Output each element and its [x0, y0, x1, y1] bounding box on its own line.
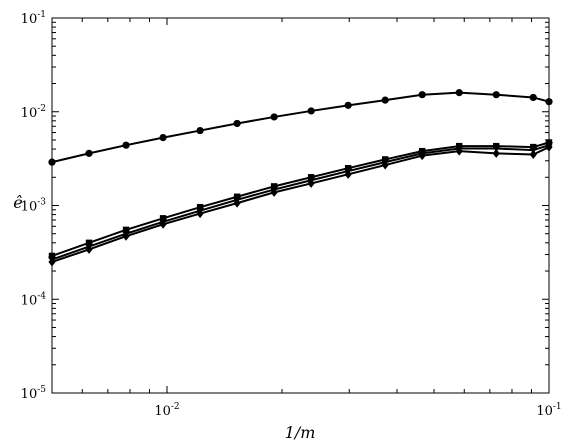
y-tick-label: 10-1 — [21, 10, 46, 27]
y-tick-label: 10-4 — [21, 291, 47, 308]
data-point-circle — [233, 119, 241, 128]
data-point-circle — [48, 158, 56, 166]
data-point-circle — [455, 89, 463, 97]
series-line — [51, 144, 550, 261]
data-point-diamond — [233, 198, 241, 208]
data-point-square — [48, 252, 56, 260]
y-tick-label: 10-5 — [21, 385, 47, 402]
series-layer — [48, 89, 553, 267]
x-axis-label: 1/m — [285, 423, 316, 442]
data-point-diamond — [492, 148, 500, 158]
data-point-square — [159, 215, 167, 222]
plot-area-frame — [51, 17, 550, 394]
data-point-circle — [381, 96, 389, 104]
data-point-circle — [85, 149, 93, 157]
data-point-diamond — [455, 146, 463, 156]
data-point-circle — [418, 91, 426, 99]
series-square — [48, 139, 553, 260]
data-point-diamond — [196, 209, 204, 219]
data-point-diamond — [85, 244, 93, 254]
data-point-diamond — [48, 257, 56, 267]
data-point-diamond — [344, 169, 352, 179]
y-axis-label: ê — [13, 193, 22, 212]
series-circle — [48, 89, 553, 166]
data-point-circle — [492, 91, 500, 99]
data-point-square — [270, 183, 278, 190]
data-point-diamond — [529, 149, 537, 159]
data-point-diamond — [545, 142, 553, 152]
series-triangle-down — [48, 142, 553, 264]
data-point-circle — [159, 133, 167, 142]
data-point-square — [233, 193, 241, 200]
data-point-circle — [307, 107, 315, 115]
data-point-diamond — [270, 187, 278, 197]
data-point-diamond — [122, 231, 130, 241]
data-point-square — [530, 143, 537, 151]
data-point-diamond — [159, 219, 167, 229]
data-point-diamond — [307, 178, 315, 188]
x-tick-label: 10-1 — [536, 402, 561, 419]
data-point-square — [85, 239, 93, 247]
data-point-circle — [529, 93, 537, 102]
data-point-square — [122, 226, 130, 234]
data-point-diamond — [418, 151, 426, 161]
data-point-diamond — [381, 160, 389, 170]
data-point-circle — [344, 101, 352, 109]
ticks-layer: 10-2 10-1 10-5 10-4 10-3 10-2 10-1 — [21, 10, 562, 419]
y-tick-label: 10-3 — [21, 198, 47, 215]
series-line — [51, 146, 550, 263]
x-tick-label: 10-2 — [154, 402, 179, 419]
series-diamond — [48, 142, 553, 267]
data-point-circle — [122, 141, 130, 149]
data-point-circle — [270, 113, 278, 121]
data-point-square — [196, 203, 204, 211]
data-point-circle — [545, 98, 553, 106]
y-tick-label: 10-2 — [21, 104, 46, 121]
data-point-circle — [196, 126, 204, 135]
